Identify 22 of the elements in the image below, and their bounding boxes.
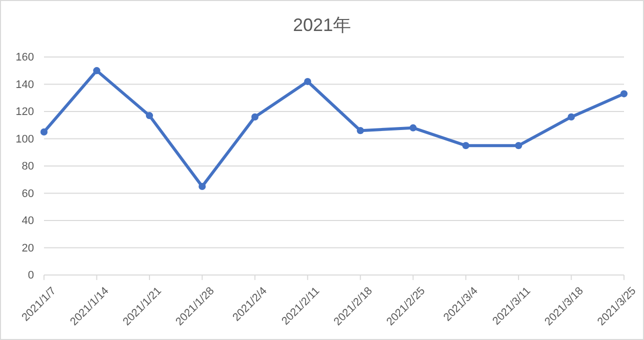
y-tick-label: 20 [22, 242, 34, 254]
y-tick-label: 0 [28, 270, 34, 282]
y-tick-label: 100 [16, 133, 34, 146]
point [620, 90, 628, 98]
point [198, 182, 206, 190]
chart-title: 2021年 [292, 15, 352, 35]
point [356, 127, 364, 134]
y-tick-label: 120 [16, 106, 34, 118]
y-tick-label: 60 [22, 188, 34, 200]
point [93, 67, 100, 74]
point [514, 142, 522, 150]
y-tick-label: 160 [16, 52, 34, 64]
point [40, 128, 48, 136]
point [304, 78, 312, 86]
point [568, 113, 575, 121]
y-tick-label: 140 [16, 78, 34, 91]
y-tick-label: 80 [22, 160, 34, 173]
point [410, 124, 417, 132]
point [251, 113, 258, 121]
y-tick-label: 40 [22, 215, 34, 228]
point [462, 142, 470, 150]
point [146, 112, 154, 120]
